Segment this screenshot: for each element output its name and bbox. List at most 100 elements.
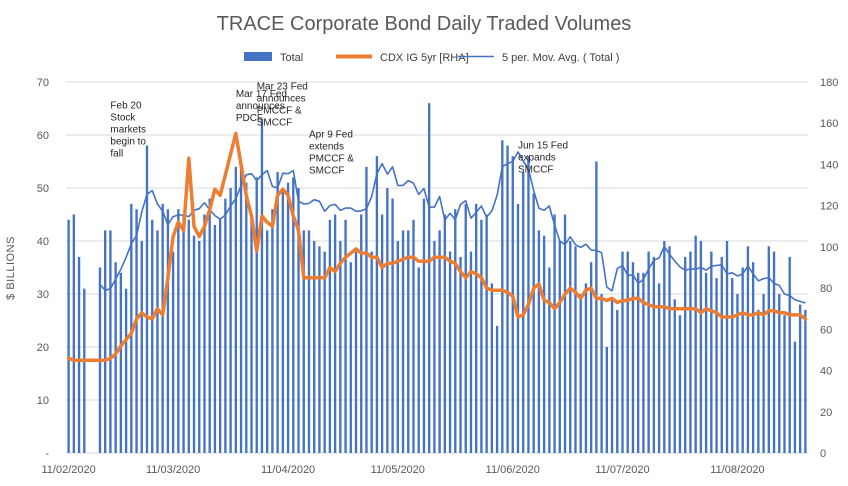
total-bar (77, 256, 81, 453)
x-axis-ticks: 11/02/2020 11/03/2020 11/04/2020 11/05/2020… (41, 464, 764, 476)
y-tick-label: 30 (37, 289, 49, 301)
total-bar (788, 256, 791, 453)
total-bar (762, 294, 765, 453)
total-bar (485, 214, 488, 453)
total-bar (213, 225, 217, 453)
y-tick-label: 70 (37, 77, 49, 89)
total-bar (490, 283, 494, 453)
total-bar (542, 235, 546, 453)
y2-tick-label: 140 (820, 159, 838, 171)
y2-tick-label: 60 (820, 324, 832, 336)
total-bar (746, 246, 750, 453)
total-bar (710, 251, 713, 453)
total-bar (652, 256, 656, 453)
cdx-series (66, 131, 808, 363)
total-bar (109, 230, 112, 453)
total-bar (187, 219, 190, 453)
total-bar (558, 241, 561, 453)
total-bar (621, 251, 624, 453)
y-tick-label: 10 (37, 395, 49, 407)
total-bar (323, 251, 326, 453)
total-bar (448, 251, 452, 453)
total-bar (171, 251, 175, 453)
total-bar (511, 156, 514, 453)
total-bar (83, 288, 86, 453)
total-bar (422, 198, 426, 453)
legend-total-swatch (244, 52, 272, 61)
total-bar (569, 241, 572, 453)
total-bar (767, 246, 770, 453)
total-bar (354, 251, 358, 453)
total-bar (203, 214, 206, 453)
annotation: Mar 23 Fed announces PMCCF & SMCCF (257, 81, 308, 128)
total-bar (589, 262, 593, 453)
total-bar (464, 203, 467, 453)
total-bar (239, 166, 243, 454)
total-bar (140, 241, 143, 453)
total-bar (401, 230, 405, 453)
total-bar (757, 309, 760, 453)
total-bar (307, 230, 311, 453)
annotation: Mar 17 Fed announces PDCF (236, 89, 287, 124)
total-bar (798, 304, 802, 453)
x-tick-label: 11/04/2020 (261, 464, 315, 476)
total-bar (407, 230, 410, 453)
total-bar (610, 299, 614, 453)
total-bar (224, 198, 227, 453)
total-bar (229, 188, 232, 453)
total-bar (208, 198, 211, 453)
total-bar (793, 341, 797, 453)
total-bar (161, 203, 164, 453)
total-bar (678, 315, 682, 453)
cdx-line (66, 131, 808, 363)
total-bar (469, 251, 473, 453)
x-tick-label: 11/06/2020 (486, 464, 540, 476)
total-bar (360, 214, 363, 453)
total-bar (501, 140, 504, 454)
total-bar (783, 315, 786, 453)
total-bar (495, 325, 499, 453)
total-bar (328, 219, 332, 453)
total-bar (412, 219, 415, 453)
moving-average-line (99, 151, 806, 304)
legend: Total CDX IG 5yr [RHA] 5 per. Mov. Avg. … (244, 52, 619, 64)
total-bar (574, 246, 577, 453)
total-bar (292, 177, 295, 453)
x-tick-label: 11/07/2020 (595, 464, 649, 476)
total-bar (600, 294, 603, 453)
total-bar (553, 214, 556, 453)
total-bar (391, 198, 394, 453)
total-bar (166, 209, 170, 453)
moving-average-series (99, 151, 806, 304)
total-bar (736, 294, 739, 453)
y-axis-ticks: - 10 20 30 40 50 60 70 (37, 77, 50, 460)
total-bar (145, 145, 149, 453)
total-bar (532, 193, 535, 454)
total-bar (313, 241, 316, 453)
annotations: Feb 20 Stock markets begin to fall Mar 17 Fed… (110, 81, 568, 176)
total-bar (631, 262, 635, 453)
y-tick-label: 60 (37, 130, 49, 142)
total-bar (637, 272, 640, 453)
total-bar (584, 283, 588, 453)
total-bar (302, 230, 305, 453)
total-bar (349, 262, 352, 453)
total-bar (177, 209, 180, 453)
total-bar (286, 182, 290, 453)
total-bar (579, 294, 582, 453)
y-axis-label: $ BILLIONS (5, 236, 17, 300)
annotation: Apr 9 Fed extends PMCCF & SMCCF (309, 130, 354, 177)
total-bar (668, 246, 671, 453)
total-bar (124, 288, 128, 453)
y2-axis-ticks: 0 20 40 60 80 100 120 140 160 180 (820, 77, 838, 460)
total-bar (396, 241, 399, 453)
total-bar (427, 103, 431, 453)
total-bar (741, 267, 744, 453)
total-bar (333, 214, 337, 453)
total-bar (386, 188, 389, 453)
total-bar (699, 241, 703, 453)
x-tick-label: 11/02/2020 (41, 464, 95, 476)
y2-tick-label: 0 (820, 448, 826, 460)
y-tick-label: 50 (37, 183, 49, 195)
